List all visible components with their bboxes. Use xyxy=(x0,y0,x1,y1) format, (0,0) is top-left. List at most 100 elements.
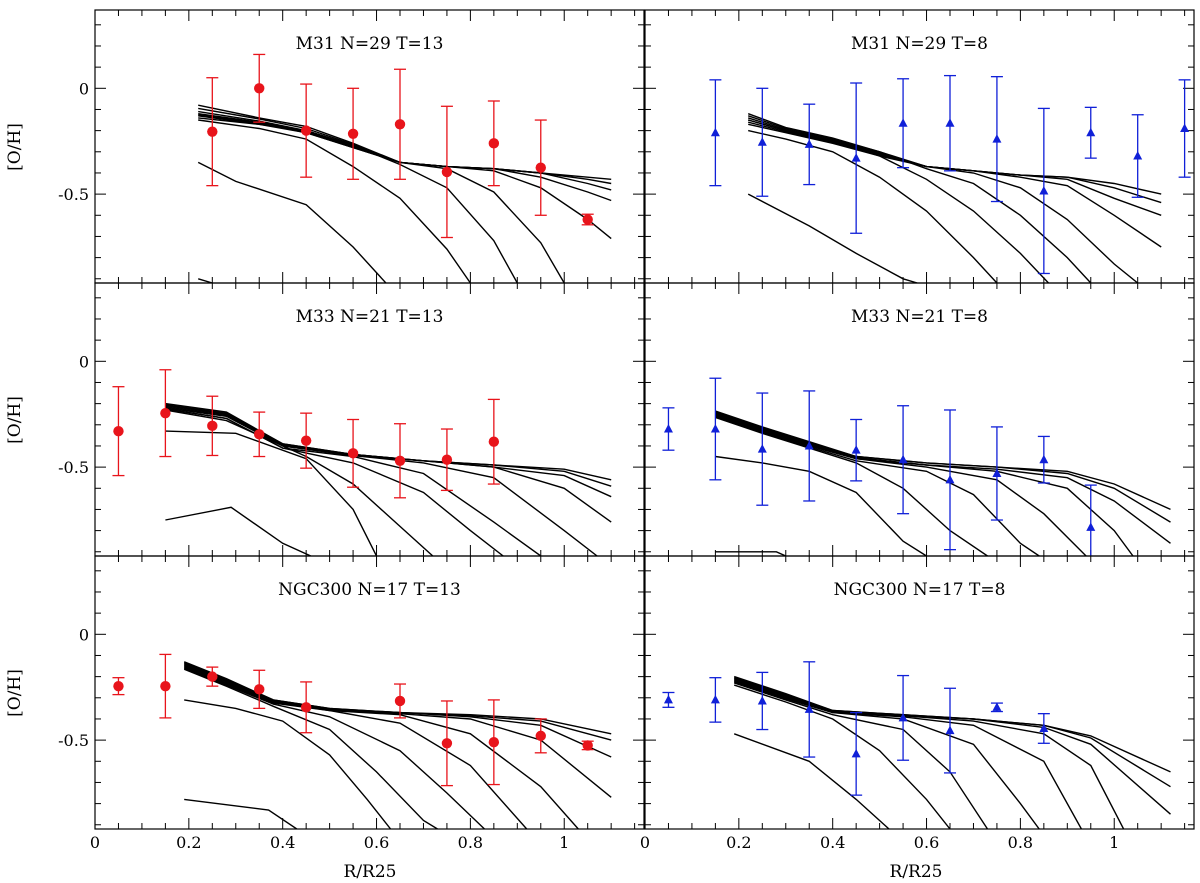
model-line-8 xyxy=(747,193,918,283)
y-tick-label: 0 xyxy=(79,625,89,644)
data-point-9 xyxy=(1086,522,1096,531)
model-line-8 xyxy=(184,699,392,829)
panel-3: M33 N=21 T=8 xyxy=(644,282,1195,557)
model-line-9 xyxy=(184,798,298,829)
model-line-5 xyxy=(183,666,528,829)
model-line-2 xyxy=(733,678,1171,815)
panel-0: 0 -0.5 M31 N=29 T=13 xyxy=(58,9,645,284)
data-point-1 xyxy=(757,137,767,146)
data-point-8 xyxy=(488,436,500,447)
data-point-0 xyxy=(207,126,218,137)
data-point-7 xyxy=(488,737,500,748)
data-point-4 xyxy=(300,702,312,713)
model-line-4 xyxy=(733,680,1083,829)
data-point-3 xyxy=(254,684,265,695)
data-point-8 xyxy=(535,730,546,742)
data-point-6 xyxy=(441,738,453,749)
data-point-5 xyxy=(898,454,908,464)
panel-title: M31 N=29 T=13 xyxy=(296,34,444,54)
x-tick-label: 1 xyxy=(559,833,569,852)
data-point-1 xyxy=(710,694,720,704)
data-point-0 xyxy=(113,680,124,692)
model-line-4 xyxy=(198,107,612,240)
data-point-8 xyxy=(582,214,593,225)
xlabel-left: R/R25 xyxy=(344,862,397,882)
data-point-10 xyxy=(1180,123,1190,133)
data-point-5 xyxy=(898,712,908,722)
x-tick-label: 1 xyxy=(1109,833,1119,852)
data-point-8 xyxy=(1086,127,1096,137)
plot-area xyxy=(197,53,612,283)
model-line-8 xyxy=(197,161,387,283)
y-tick-label: -0.5 xyxy=(58,458,89,477)
data-point-0 xyxy=(663,694,673,704)
model-line-7 xyxy=(198,119,471,283)
y-tick-label: -0.5 xyxy=(58,185,89,204)
data-point-7 xyxy=(1039,185,1049,195)
panel-4: 0 -0.5 0 0.2 0.4 0.6 0.8 1 NGC300 N=17 T=13 xyxy=(58,555,645,852)
model-line-3 xyxy=(183,664,612,798)
data-point-3 xyxy=(851,153,861,162)
data-point-9 xyxy=(1133,151,1143,160)
model-line-7 xyxy=(183,668,438,829)
panel-title: M33 N=21 T=13 xyxy=(296,307,444,327)
data-point-3 xyxy=(254,429,265,440)
plot-area xyxy=(709,74,1191,283)
data-point-3 xyxy=(804,704,814,713)
data-point-1 xyxy=(254,83,265,94)
model-line-9 xyxy=(165,506,312,556)
plot-area xyxy=(112,369,612,556)
model-line-3 xyxy=(165,406,612,523)
model-line-6 xyxy=(748,119,1050,283)
data-point-2 xyxy=(757,695,767,705)
x-tick-label: 0.8 xyxy=(458,833,483,852)
y-tick-label: 0 xyxy=(79,352,89,371)
x-tick-label: 0 xyxy=(640,833,650,852)
x-tick-label: 0.4 xyxy=(270,833,295,852)
panel-title: NGC300 N=17 T=13 xyxy=(278,580,461,600)
model-line-2 xyxy=(183,663,612,758)
model-line-4 xyxy=(715,414,1087,556)
data-point-6 xyxy=(945,474,955,484)
model-line-0 xyxy=(165,402,612,481)
model-line-5 xyxy=(198,104,565,283)
x-tick-label: 0.6 xyxy=(914,833,939,852)
model-line-7 xyxy=(733,684,951,829)
plot-area xyxy=(662,661,1171,829)
model-line-5 xyxy=(733,681,1040,829)
ylabel-row-3: [O/H] xyxy=(5,669,25,717)
data-point-2 xyxy=(757,444,767,453)
model-line-5 xyxy=(715,415,1040,556)
plot-area xyxy=(112,653,612,829)
model-line-7 xyxy=(748,129,998,283)
y-tick-label: 0 xyxy=(79,79,89,98)
data-point-4 xyxy=(851,748,861,758)
data-point-2 xyxy=(300,125,312,136)
data-point-1 xyxy=(710,424,720,433)
data-point-6 xyxy=(394,455,406,466)
model-line-6 xyxy=(183,667,485,829)
model-line-4 xyxy=(747,115,1139,283)
panel-2: 0 -0.5 M33 N=21 T=13 xyxy=(58,282,645,557)
model-line-6 xyxy=(733,682,989,829)
y-tick-label: -0.5 xyxy=(58,731,89,750)
data-point-9 xyxy=(582,740,593,751)
model-line-7 xyxy=(715,455,927,556)
plot-area xyxy=(662,377,1171,556)
model-line-7 xyxy=(165,409,434,556)
data-point-8 xyxy=(1039,723,1049,732)
ylabel-row-1: [O/H] xyxy=(5,123,25,171)
data-point-5 xyxy=(394,695,406,707)
model-line-3 xyxy=(715,413,1134,556)
x-tick-label: 0.2 xyxy=(176,833,201,852)
model-line-8 xyxy=(165,430,378,556)
data-point-2 xyxy=(207,420,218,432)
data-point-0 xyxy=(113,425,124,437)
data-point-7 xyxy=(992,468,1002,477)
panels-layer: 0 -0.5 M31 N=29 T=13 M31 N=29 T=8 0 -0.5 M33 N… xyxy=(58,9,1195,852)
data-point-8 xyxy=(1039,454,1049,464)
data-point-6 xyxy=(488,138,500,149)
x-tick-label: 0.4 xyxy=(820,833,845,852)
data-point-5 xyxy=(347,448,359,459)
data-point-7 xyxy=(535,162,546,173)
